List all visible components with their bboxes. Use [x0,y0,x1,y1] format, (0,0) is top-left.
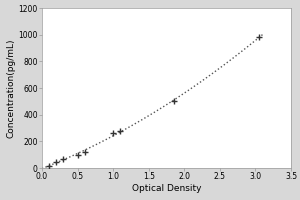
X-axis label: Optical Density: Optical Density [132,184,201,193]
Y-axis label: Concentration(pg/mL): Concentration(pg/mL) [7,38,16,138]
